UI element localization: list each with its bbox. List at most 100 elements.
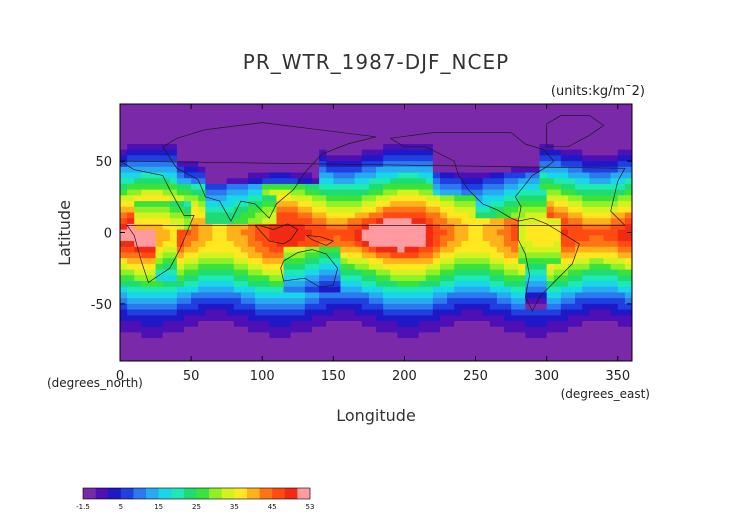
heat-cell [532,201,541,208]
heat-cell [326,315,334,322]
heat-cell [312,275,320,282]
heat-cell [304,155,313,162]
heat-cell [582,195,590,202]
heat-cell [347,241,356,248]
heat-cell [404,126,413,134]
heat-cell [326,275,334,282]
heat-cell [155,235,164,242]
heat-cell [297,189,306,196]
heat-cell [624,298,632,305]
heat-cell [304,338,313,345]
heat-cell [525,138,534,145]
heat-cell [482,321,491,328]
heat-cell [390,166,398,174]
heat-cell [134,115,142,122]
heat-cell [582,126,590,134]
heat-cell [511,166,519,174]
heat-cell [589,355,598,361]
heat-cell [368,212,377,219]
heat-cell [496,121,505,128]
heat-cell [347,269,356,276]
heat-cell [568,298,576,305]
heat-cell [496,241,505,248]
heat-cell [368,172,377,179]
heat-cell [546,315,555,322]
heat-cell [482,195,491,202]
heat-cell [461,281,470,288]
heat-cell [617,275,626,282]
heat-cell [191,218,199,225]
heat-cell [248,109,256,117]
heat-cell [504,309,512,316]
heat-cell [120,309,128,316]
heat-cell [617,166,626,174]
heat-cell [368,218,377,225]
heat-cell [340,195,349,202]
heat-cell [191,183,199,191]
heat-cell [504,263,512,271]
heat-cell [312,332,320,339]
heat-cell [120,321,128,328]
heat-cell [432,355,441,361]
heat-cell [312,309,320,316]
heat-cell [511,321,519,328]
heat-cell [326,321,334,328]
heat-cell [212,298,221,305]
heat-cell [248,315,256,322]
heat-cell [240,258,249,265]
heat-cell [262,332,270,339]
heat-cell [255,115,263,122]
heat-cell [511,104,519,111]
heat-cell [248,172,256,179]
heat-cell [255,195,263,202]
heat-cell [368,166,377,174]
heat-cell [340,132,349,139]
heat-cell [361,246,370,254]
heat-cell [233,286,242,294]
heat-cell [440,292,448,299]
heat-cell [560,166,569,174]
heat-cell [361,275,370,282]
heat-cell [511,115,519,122]
heat-cell [532,326,541,334]
heat-cell [432,172,441,179]
heat-cell [468,241,477,248]
heat-cell [248,298,256,305]
heat-cell [219,338,228,345]
heat-cell [411,172,420,179]
heat-cell [539,275,548,282]
heat-cell [624,178,632,185]
heat-cell [546,189,555,196]
heat-cell [340,138,349,145]
heat-cell [496,292,505,299]
heat-cell [184,281,192,288]
heat-cell [205,343,214,351]
heat-cell [219,178,228,185]
heat-cell [255,355,263,361]
x-tick-label: 50 [183,369,200,384]
heat-cell [539,241,548,248]
heat-cell [376,275,384,282]
heat-cell [368,143,377,151]
heat-cell [383,149,391,156]
heat-cell [440,195,448,202]
heat-cell [354,218,363,225]
heat-cell [312,252,320,259]
heat-cell [219,149,228,156]
heat-cell [276,326,285,334]
heat-cell [624,104,632,111]
heat-cell [148,166,157,174]
heat-cell [418,235,427,242]
heat-cell [290,269,299,276]
heat-cell [617,235,626,242]
heat-cell [169,195,178,202]
heat-cell [248,132,256,139]
heat-cell [489,189,498,196]
heat-cell [418,326,427,334]
heat-cell [212,161,221,168]
heat-cell [447,269,455,276]
heat-cell [205,172,214,179]
heat-cell [418,166,427,174]
heat-cell [404,315,413,322]
heat-cell [568,338,576,345]
